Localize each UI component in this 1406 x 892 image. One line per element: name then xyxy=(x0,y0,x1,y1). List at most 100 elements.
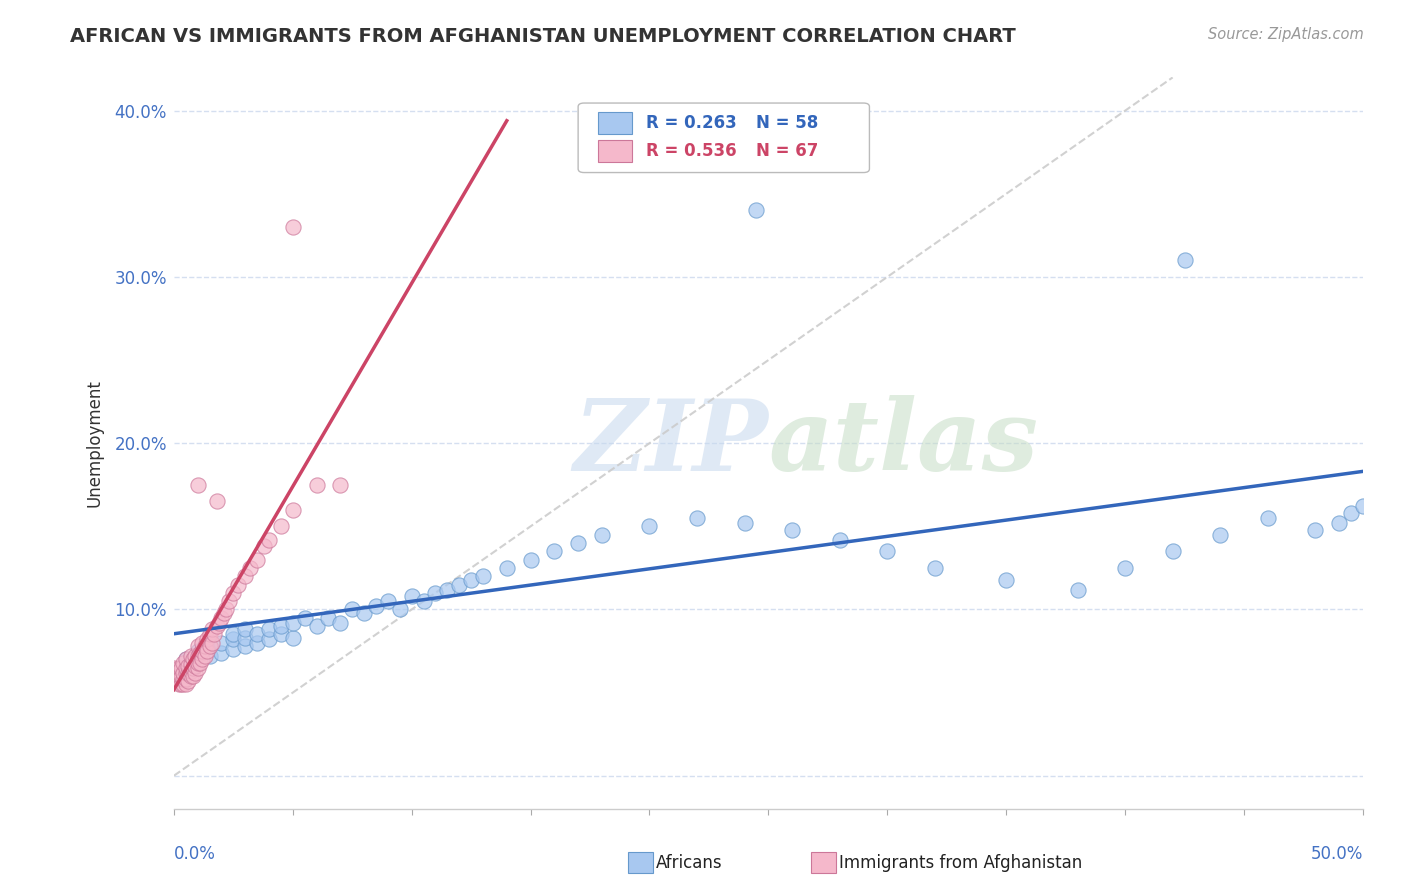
Point xyxy=(686,511,709,525)
Point xyxy=(305,619,328,633)
Text: N = 58: N = 58 xyxy=(756,114,818,132)
Point xyxy=(172,673,194,687)
Point xyxy=(198,639,221,653)
Text: R = 0.263: R = 0.263 xyxy=(645,114,737,132)
Point xyxy=(270,519,292,533)
Point xyxy=(246,627,269,641)
Point xyxy=(167,669,190,683)
Point xyxy=(281,502,304,516)
Point xyxy=(174,652,197,666)
Point xyxy=(215,602,238,616)
Point xyxy=(1161,544,1184,558)
Point xyxy=(165,673,187,687)
Point xyxy=(172,656,194,670)
Text: 0.0%: 0.0% xyxy=(174,845,215,863)
Point xyxy=(165,665,187,680)
Point xyxy=(246,552,269,566)
Point xyxy=(184,665,207,680)
Point xyxy=(177,673,200,688)
Point xyxy=(1327,516,1350,530)
Point xyxy=(257,623,280,637)
Point xyxy=(591,527,613,541)
Point xyxy=(270,619,292,633)
Point xyxy=(294,611,316,625)
Point xyxy=(163,661,186,675)
Point xyxy=(257,632,280,647)
Point xyxy=(188,646,211,660)
Point xyxy=(1066,582,1088,597)
Point xyxy=(174,665,197,680)
Point xyxy=(1114,561,1136,575)
Point xyxy=(377,594,399,608)
Point xyxy=(187,656,209,670)
FancyBboxPatch shape xyxy=(599,112,631,134)
Y-axis label: Unemployment: Unemployment xyxy=(86,379,103,508)
Point xyxy=(1257,511,1279,525)
Point xyxy=(177,665,200,680)
Point xyxy=(209,611,232,625)
Point xyxy=(239,561,262,575)
Point xyxy=(1173,253,1195,268)
Point xyxy=(191,636,214,650)
Point xyxy=(519,552,541,566)
Point xyxy=(460,573,482,587)
Text: Source: ZipAtlas.com: Source: ZipAtlas.com xyxy=(1208,27,1364,42)
Point xyxy=(201,636,224,650)
Point xyxy=(318,611,340,625)
Point xyxy=(233,639,256,653)
Point xyxy=(174,673,197,687)
Point xyxy=(208,615,231,630)
Point xyxy=(233,623,256,637)
Point xyxy=(995,573,1018,587)
Point xyxy=(174,652,197,666)
Point xyxy=(195,644,218,658)
Point xyxy=(195,632,218,647)
Text: R = 0.536: R = 0.536 xyxy=(645,142,737,160)
Point xyxy=(353,606,375,620)
Point xyxy=(233,569,256,583)
Point xyxy=(495,561,517,575)
Point xyxy=(828,533,851,547)
Point xyxy=(257,533,280,547)
Point xyxy=(388,602,411,616)
Point xyxy=(270,627,292,641)
Point xyxy=(218,594,240,608)
Point xyxy=(734,516,756,530)
Point xyxy=(167,661,190,675)
Point xyxy=(412,594,434,608)
Text: Immigrants from Afghanistan: Immigrants from Afghanistan xyxy=(838,854,1083,871)
Point xyxy=(172,677,194,691)
Point xyxy=(201,623,224,637)
Text: ZIP: ZIP xyxy=(574,395,768,491)
Point xyxy=(170,677,193,691)
Point xyxy=(179,648,201,663)
Point xyxy=(198,648,221,663)
Point xyxy=(187,661,209,675)
Text: Africans: Africans xyxy=(655,854,723,871)
Point xyxy=(472,569,495,583)
Text: N = 67: N = 67 xyxy=(756,142,818,160)
Point xyxy=(170,661,193,675)
Point xyxy=(174,677,197,691)
Point xyxy=(924,561,946,575)
Point xyxy=(205,494,228,508)
Point xyxy=(329,477,352,491)
Point xyxy=(1340,506,1362,520)
Point xyxy=(305,477,328,491)
Point xyxy=(449,577,471,591)
Point xyxy=(876,544,898,558)
Point xyxy=(281,631,304,645)
Point xyxy=(179,669,201,683)
Point xyxy=(425,586,447,600)
Point xyxy=(209,646,232,660)
Point xyxy=(187,644,209,658)
Point xyxy=(174,661,197,675)
Point xyxy=(401,589,423,603)
Point xyxy=(780,523,803,537)
Point xyxy=(194,648,217,663)
Point xyxy=(1351,500,1374,514)
Point xyxy=(184,648,207,663)
Point xyxy=(436,582,458,597)
Point xyxy=(281,615,304,630)
Point xyxy=(202,627,225,641)
